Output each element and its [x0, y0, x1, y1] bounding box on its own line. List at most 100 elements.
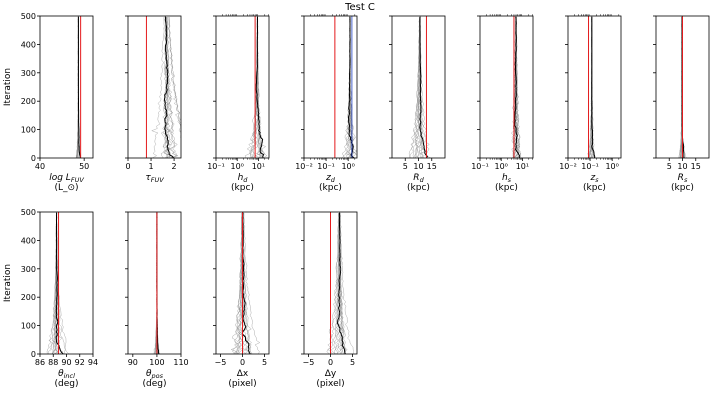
x-axis-unit: (kpc)	[319, 183, 342, 193]
walker-trace	[419, 17, 431, 158]
x-tick-label: 10⁻¹	[317, 162, 335, 171]
walker-trace	[333, 213, 340, 354]
x-tick-label: 10⁻¹	[471, 162, 489, 171]
x-tick-label: 5	[667, 162, 672, 171]
x-tick-label: 10⁻¹	[207, 162, 225, 171]
x-tick-label: 0	[125, 162, 130, 171]
panel-frame	[479, 15, 534, 159]
x-tick-label: 92	[75, 358, 85, 367]
median-trace	[419, 16, 429, 158]
x-tick-label: 10	[677, 162, 687, 171]
panel-dx: −5 0 5 Δx(pixel)	[213, 211, 270, 389]
panel-frame	[127, 211, 182, 355]
y-tick-label: 400	[21, 236, 36, 245]
x-tick-label: 0	[328, 358, 333, 367]
median-trace	[241, 212, 251, 354]
panel-frame	[567, 15, 622, 159]
x-axis-label: Δx	[237, 369, 249, 379]
x-tick-label: 5	[403, 162, 408, 171]
x-axis-label: hs	[502, 173, 512, 184]
plot-area	[587, 16, 596, 158]
panel-frame	[303, 15, 358, 159]
x-axis-unit: (deg)	[143, 379, 167, 389]
x-axis-label: hd	[238, 173, 249, 184]
x-tick-label: 15	[427, 162, 437, 171]
x-tick-label: 10⁻¹	[581, 162, 599, 171]
panel-theta_incl: 86 88 90 92 94 0 100 200 300 400 500 Iteration θincl…	[3, 208, 98, 389]
walker-trace	[168, 17, 181, 143]
panel-zd: 10⁻² 10⁻¹ 10⁰ zd(kpc)	[295, 14, 358, 193]
plot-area	[145, 16, 181, 158]
x-tick-label: 10⁰	[495, 162, 508, 171]
y-tick-label: 200	[21, 293, 36, 302]
walker-trace	[339, 213, 347, 354]
x-tick-label: 10⁻²	[559, 162, 577, 171]
median-trace	[336, 212, 346, 354]
y-tick-label: 100	[21, 126, 36, 135]
median-trace	[55, 212, 64, 354]
walker-trace	[336, 213, 341, 354]
x-tick-label: 15	[691, 162, 701, 171]
plot-area	[408, 16, 431, 158]
x-tick-label: 10⁰	[605, 162, 618, 171]
walker-trace	[327, 213, 339, 354]
x-tick-label: 50	[79, 162, 89, 171]
x-tick-label: 100	[149, 358, 164, 367]
x-tick-label: 5	[262, 358, 267, 367]
walker-trace	[230, 213, 243, 354]
y-tick-label: 500	[21, 208, 36, 217]
x-tick-label: 0	[240, 358, 245, 367]
x-axis-label: Rs	[678, 173, 688, 184]
walker-trace	[151, 17, 165, 158]
x-tick-label: 10	[413, 162, 423, 171]
median-trace	[514, 16, 521, 158]
x-tick-label: 110	[173, 358, 188, 367]
median-trace	[591, 16, 596, 158]
x-tick-label: −5	[215, 358, 227, 367]
panel-zs: 10⁻² 10⁻¹ 10⁰ zs(kpc)	[559, 14, 622, 193]
plot-area	[510, 16, 522, 158]
x-tick-label: 94	[88, 358, 98, 367]
x-axis-unit: (kpc)	[671, 183, 694, 193]
y-tick-label: 400	[21, 40, 36, 49]
plot-area	[153, 212, 160, 354]
x-tick-label: 88	[48, 358, 58, 367]
panel-frame	[39, 15, 94, 159]
x-axis-unit: (L_⊙)	[54, 183, 78, 193]
walker-trace	[160, 17, 167, 158]
plot-area	[326, 212, 355, 354]
panel-theta_pos: 90 100 110 θpos(deg)	[125, 211, 189, 389]
panel-frame	[215, 15, 270, 159]
x-tick-label: 2	[172, 162, 177, 171]
panel-frame	[39, 211, 94, 355]
x-axis-label: Δy	[325, 369, 337, 379]
walker-trace	[326, 213, 339, 354]
x-axis-unit: (kpc)	[495, 183, 518, 193]
median-trace	[77, 16, 81, 158]
x-axis-label: θincl	[58, 369, 75, 380]
x-tick-label: 90	[61, 358, 71, 367]
walker-trace	[340, 213, 355, 354]
x-axis-unit: (kpc)	[583, 183, 606, 193]
x-axis-unit: (pixel)	[228, 379, 256, 389]
y-tick-label: 0	[31, 154, 36, 163]
median-trace	[163, 16, 175, 158]
walker-trace	[168, 17, 181, 133]
x-tick-label: 10⁰	[231, 162, 244, 171]
walker-trace	[166, 17, 178, 158]
y-tick-label: 300	[21, 265, 36, 274]
x-tick-label: 90	[128, 358, 138, 367]
median-trace	[347, 16, 355, 158]
walker-trace	[413, 17, 421, 158]
chart-title: Test C	[344, 2, 375, 13]
y-tick-label: 100	[21, 322, 36, 331]
plot-area	[678, 16, 687, 158]
x-axis-label: θpos	[146, 369, 164, 380]
panel-frame	[127, 15, 182, 159]
x-axis-unit: (kpc)	[231, 183, 254, 193]
plot-area	[244, 16, 268, 158]
